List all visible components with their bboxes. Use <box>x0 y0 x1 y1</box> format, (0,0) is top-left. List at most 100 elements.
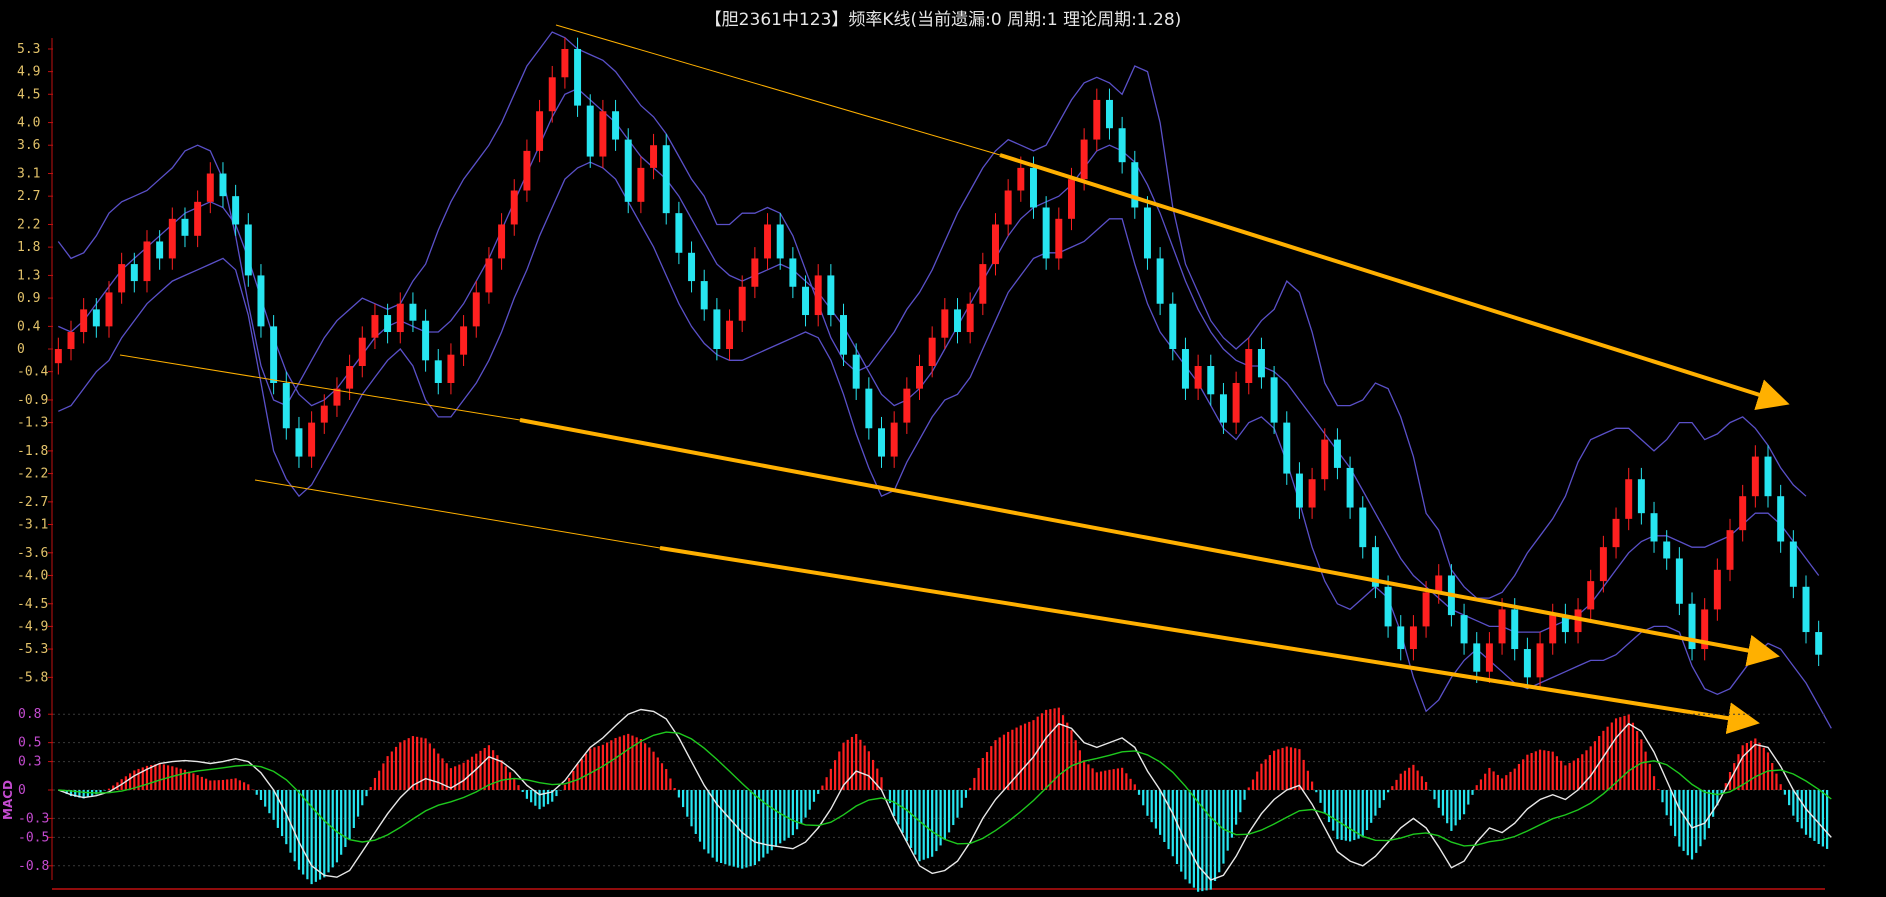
candle <box>814 275 822 316</box>
candle <box>270 326 278 383</box>
candle <box>510 190 518 225</box>
candle <box>1245 349 1253 383</box>
candle <box>1663 541 1671 559</box>
candle <box>1612 518 1620 548</box>
candle <box>434 360 442 383</box>
y-tick-label: 4.0 <box>17 116 40 131</box>
candle <box>1688 603 1696 650</box>
candle <box>1156 258 1164 304</box>
macd-dea-line <box>58 731 1832 847</box>
candle <box>1080 139 1088 180</box>
candle <box>979 264 987 304</box>
candle <box>485 258 493 293</box>
candle <box>371 315 379 338</box>
macd-tick-label: -0.3 <box>18 811 49 826</box>
candle <box>1131 162 1139 208</box>
candle <box>118 264 126 293</box>
candle <box>954 309 961 333</box>
candle <box>903 388 911 423</box>
candle <box>1042 207 1050 259</box>
candle <box>637 167 645 202</box>
candle <box>713 309 721 350</box>
candle <box>1789 541 1797 587</box>
y-tick-label: 5.3 <box>17 42 40 57</box>
candle <box>688 252 696 282</box>
candle <box>1802 586 1810 633</box>
candle <box>992 224 999 265</box>
candle <box>447 354 455 383</box>
candle <box>358 337 366 366</box>
candle <box>1384 586 1392 627</box>
lower-band-line <box>58 161 1832 729</box>
y-tick-label: -2.2 <box>17 467 48 482</box>
y-tick-label: -0.4 <box>17 365 48 380</box>
candle <box>232 196 240 225</box>
candle <box>700 281 708 310</box>
candle <box>1346 467 1354 508</box>
candle <box>941 309 949 338</box>
candle <box>257 275 265 327</box>
trend-lines <box>119 24 1790 735</box>
y-tick-label: -5.8 <box>17 670 48 685</box>
candle <box>498 224 506 259</box>
macd-tick-label: 0.5 <box>18 736 41 751</box>
trend-arrow-lower <box>659 546 1760 735</box>
y-tick-label: -5.3 <box>17 642 48 657</box>
candle <box>384 315 392 333</box>
candle <box>523 150 531 191</box>
candle <box>675 213 683 253</box>
candle <box>1219 394 1227 423</box>
candle <box>1194 366 1202 389</box>
macd-tick-label: 0.8 <box>18 707 41 722</box>
y-tick-label: 4.5 <box>17 87 40 102</box>
candle <box>1777 496 1785 542</box>
candle <box>1574 609 1582 633</box>
candle <box>1764 456 1772 497</box>
candle <box>130 264 138 282</box>
candle <box>1549 615 1557 644</box>
y-tick-label: -4.5 <box>17 597 48 612</box>
y-tick-label: 2.7 <box>17 189 40 204</box>
candle <box>1029 167 1037 208</box>
trend-line-lower-thin <box>254 479 661 549</box>
candle <box>1650 513 1658 542</box>
candle <box>1232 382 1240 423</box>
candles <box>54 37 1823 689</box>
trend-arrow-upper <box>999 153 1790 411</box>
trend-line-upper-thin <box>555 24 1001 156</box>
macd-lines <box>58 708 1832 881</box>
candle <box>1701 609 1709 650</box>
candle <box>1257 349 1265 378</box>
candle <box>1498 609 1506 644</box>
candle <box>776 224 784 259</box>
candle <box>840 315 848 355</box>
y-tick-label: 2.2 <box>17 217 40 232</box>
candle <box>308 422 316 457</box>
y-tick-label: -1.8 <box>17 444 48 459</box>
candle <box>1599 547 1607 582</box>
candle <box>764 224 772 259</box>
candle <box>1739 496 1747 531</box>
candle <box>1422 592 1430 627</box>
candle <box>320 405 328 423</box>
candle <box>1751 456 1759 497</box>
candle <box>1143 207 1151 259</box>
trend-arrow-middle <box>519 418 1780 667</box>
candle <box>194 201 202 236</box>
candle <box>409 303 417 321</box>
candle <box>1105 99 1113 129</box>
y-tick-label: -4.9 <box>17 619 48 634</box>
candle <box>1815 632 1823 655</box>
middle-band-line <box>58 87 1820 633</box>
y-tick-label: -3.1 <box>17 518 48 533</box>
macd-dif-line <box>58 708 1832 881</box>
candle <box>1055 218 1063 259</box>
candle <box>206 173 214 202</box>
candle <box>1181 349 1189 389</box>
candle <box>1625 479 1633 519</box>
y-tick-label: 3.1 <box>17 167 40 182</box>
candle <box>1485 643 1493 672</box>
candle <box>878 428 885 457</box>
candle <box>1397 626 1405 650</box>
